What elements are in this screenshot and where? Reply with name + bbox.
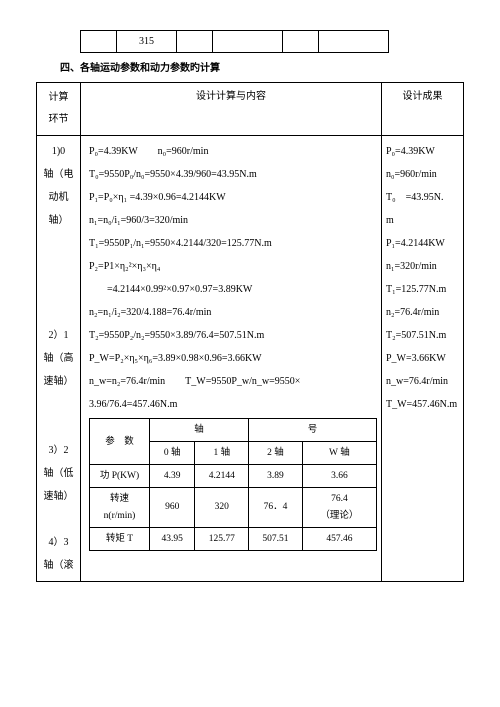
cell: 960 (150, 488, 195, 527)
result-line: n_w=76.4r/min (386, 370, 459, 393)
header-mid: 设计计算与内容 (81, 83, 382, 136)
mid-column: P₀=4.39KW n₀=960r/min T₀=9550P₀/n₀=9550×… (81, 136, 382, 582)
header-left: 计算 环节 (37, 83, 81, 136)
section-title: 四、各轴运动参数和动力参数旳计算 (60, 59, 464, 78)
col-2: 2 轴 (249, 442, 303, 465)
calc-line: n₂=n₁/i₂=320/4.188=76.4r/min (89, 301, 377, 324)
result-line: n₂=76.4r/min (386, 301, 459, 324)
result-line: T_W=457.46N.m (386, 393, 459, 416)
calc-line: P₀=4.39KW n₀=960r/min (89, 140, 377, 163)
row-label: 转速 n(r/min) (90, 488, 150, 527)
col-0: 0 轴 (150, 442, 195, 465)
cell: 76.4 （理论） (302, 488, 376, 527)
result-line: P₀=4.39KW (386, 140, 459, 163)
result-line: T₂=507.51N.m (386, 324, 459, 347)
cell: 76．4 (249, 488, 303, 527)
calc-line: P₂=P1×η₂²×η₃×η₄ (89, 255, 377, 278)
calc-line: n_w=n₂=76.4r/min T_W=9550P_w/n_w=9550× (89, 370, 377, 393)
col-3: W 轴 (302, 442, 376, 465)
top-fragment-table: 315 (80, 30, 389, 53)
row-label: 转矩 T (90, 527, 150, 550)
cell: 3.89 (249, 465, 303, 488)
top-value: 315 (117, 31, 177, 53)
row-label: 功 P(KW) (90, 465, 150, 488)
main-table: 计算 环节 设计计算与内容 设计成果 1)0 轴（电 动机 轴） 2）1 轴（高… (36, 82, 464, 582)
num-header: 号 (249, 419, 377, 442)
result-line: n₁=320r/min (386, 255, 459, 278)
cell: 43.95 (150, 527, 195, 550)
col-1: 1 轴 (195, 442, 249, 465)
result-line: n₀=960r/min (386, 163, 459, 186)
cell: 457.46 (302, 527, 376, 550)
result-line: P_W=3.66KW (386, 347, 459, 370)
calc-line: n₁=n₀/i₁=960/3=320/min (89, 209, 377, 232)
cell: 3.66 (302, 465, 376, 488)
calc-line: P_W=P₂×η₅×η₆=3.89×0.98×0.96=3.66KW (89, 347, 377, 370)
result-line: P₁=4.2144KW (386, 232, 459, 255)
cell: 4.39 (150, 465, 195, 488)
result-line: T₀ =43.95N. (386, 186, 459, 209)
cell: 4.2144 (195, 465, 249, 488)
cell: 507.51 (249, 527, 303, 550)
header-right: 设计成果 (382, 83, 464, 136)
calc-line: P₁=P₀×η₁ =4.39×0.96=4.2144KW (89, 186, 377, 209)
cell: 320 (195, 488, 249, 527)
calc-line: 3.96/76.4=457.46N.m (89, 393, 377, 416)
calc-line: T₂=9550P₂/n₂=9550×3.89/76.4=507.51N.m (89, 324, 377, 347)
axis-header: 轴 (150, 419, 249, 442)
param-header: 参 数 (90, 419, 150, 465)
right-column: P₀=4.39KW n₀=960r/min T₀ =43.95N. m P₁=4… (382, 136, 464, 582)
axis-summary-table: 参 数 轴 号 0 轴 1 轴 2 轴 W 轴 功 P(KW) 4.39 4.2… (89, 418, 377, 551)
left-column: 1)0 轴（电 动机 轴） 2）1 轴（高 速轴） 3）2 轴（低 速轴） 4）… (37, 136, 81, 582)
calc-line: T₀=9550P₀/n₀=9550×4.39/960=43.95N.m (89, 163, 377, 186)
calc-line: =4.2144×0.99²×0.97×0.97=3.89KW (89, 278, 377, 301)
calc-line: T₁=9550P₁/n₁=9550×4.2144/320=125.77N.m (89, 232, 377, 255)
result-line: m (386, 209, 459, 232)
result-line: T₁=125.77N.m (386, 278, 459, 301)
cell: 125.77 (195, 527, 249, 550)
